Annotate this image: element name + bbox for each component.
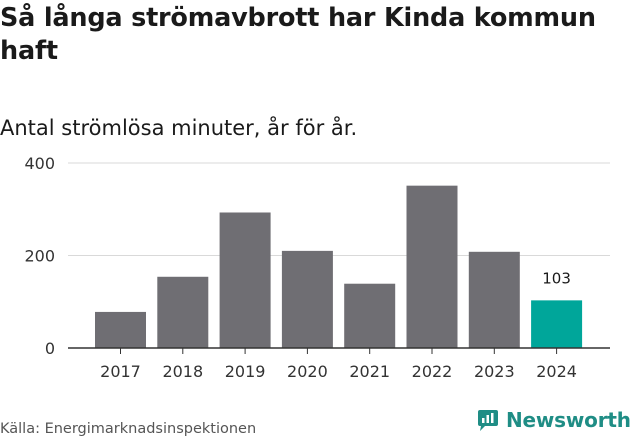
bar	[531, 300, 583, 348]
newsworthy-logo-icon	[478, 410, 498, 431]
x-tick-label: 2019	[225, 362, 266, 381]
y-tick-label: 400	[24, 154, 55, 173]
x-tick-label: 2024	[536, 362, 577, 381]
bar	[281, 250, 333, 348]
x-tick-label: 2018	[162, 362, 203, 381]
x-tick-label: 2021	[349, 362, 390, 381]
bar	[468, 251, 520, 348]
x-tick-label: 2023	[474, 362, 515, 381]
x-tick-label: 2022	[412, 362, 453, 381]
y-tick-label: 0	[45, 339, 55, 358]
bar	[157, 276, 209, 348]
brand-name: Newsworthy	[506, 408, 631, 432]
chart-title: Så långa strömavbrott har Kinda kommun h…	[0, 3, 596, 66]
x-tick-label: 2020	[287, 362, 328, 381]
data-label: 103	[542, 269, 571, 287]
x-tick-label: 2017	[100, 362, 141, 381]
bar	[344, 283, 396, 348]
bar	[95, 311, 146, 348]
source-note: Källa: Energimarknadsinspektionen	[0, 421, 257, 437]
bar-chart: 0 200 400 103 2017 2018 2019 2020 2021 2022 2023 20…	[24, 154, 610, 381]
chart-subtitle: Antal strömlösa minuter, år för år.	[0, 116, 358, 140]
bar	[219, 212, 271, 348]
brand-logo: Newsworthy	[476, 408, 631, 432]
y-tick-label: 200	[24, 247, 55, 266]
bar	[406, 185, 458, 348]
